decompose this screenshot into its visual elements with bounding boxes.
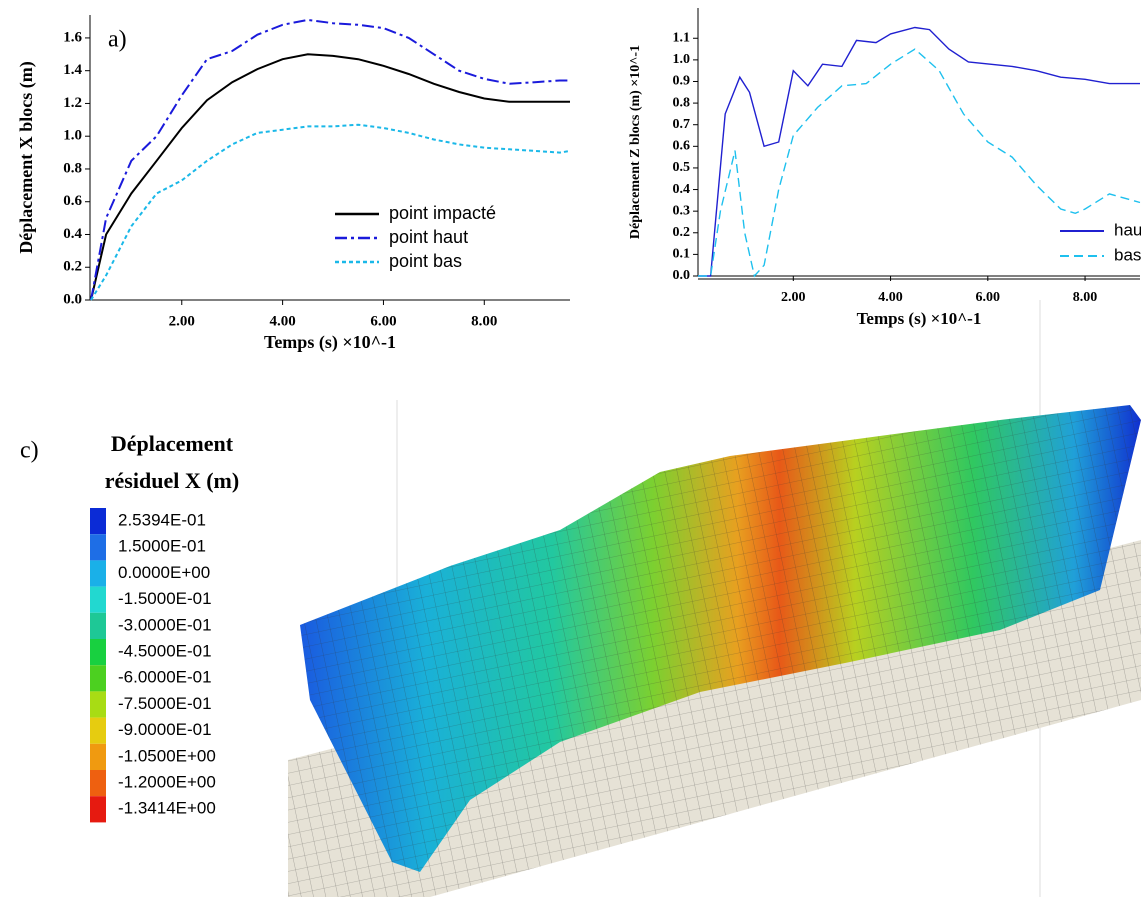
colorbar-swatch <box>90 796 106 823</box>
wall-mesh <box>300 405 1141 872</box>
series-line <box>90 18 570 301</box>
y-tick-label: 0.5 <box>673 160 691 175</box>
colorbar-label: -3.0000E-01 <box>118 615 212 634</box>
y-tick-label: 1.0 <box>673 52 691 67</box>
colorbar-title: Déplacement <box>111 431 234 456</box>
colorbar-label: -1.2000E+00 <box>118 772 216 791</box>
y-tick-label: 1.6 <box>63 29 82 45</box>
y-axis-title: Déplacement Z blocs (m) ×10^-1 <box>628 45 643 239</box>
x-tick-label: 4.00 <box>878 290 903 305</box>
panel-label: a) <box>108 27 127 53</box>
colorbar-swatch <box>90 743 106 770</box>
series-line <box>698 48 1141 278</box>
y-tick-label: 1.0 <box>63 128 82 144</box>
y-tick-label: 1.2 <box>63 95 82 111</box>
colorbar-label: 2.5394E-01 <box>118 510 206 529</box>
panel-label: c) <box>20 438 39 464</box>
colorbar-label: -9.0000E-01 <box>118 720 212 739</box>
y-tick-label: 0.8 <box>63 160 82 176</box>
y-tick-label: 0.1 <box>673 247 691 262</box>
legend-label: haut <box>1114 220 1141 239</box>
colorbar-label: -6.0000E-01 <box>118 668 212 687</box>
colorbar-swatch <box>90 508 106 535</box>
x-tick-label: 2.00 <box>781 290 806 305</box>
plots: 0.0 0.2 0.4 0.6 0.8 1.0 1.2 1.4 1.6 2.00 4.00 6.00 8… <box>16 8 1141 353</box>
colorbar-label: -1.0500E+00 <box>118 746 216 765</box>
colorbar-swatch <box>90 717 106 744</box>
colorbar-label: -7.5000E-01 <box>118 694 212 713</box>
x-tick-label: 8.00 <box>471 313 497 329</box>
y-tick-label: 0.2 <box>63 259 82 275</box>
y-tick-label: 0.7 <box>673 117 691 132</box>
y-tick-label: 0.8 <box>673 95 691 110</box>
colorbar-label: -4.5000E-01 <box>118 641 212 660</box>
y-tick-label: 1.1 <box>673 30 691 45</box>
x-tick-label: 6.00 <box>976 290 1001 305</box>
colorbar-label: -1.5000E-01 <box>118 589 212 608</box>
legend-label: point bas <box>389 251 462 271</box>
colorbar-label: -1.3414E+00 <box>118 799 216 818</box>
x-tick-label: 2.00 <box>169 313 195 329</box>
colorbar-swatch <box>90 639 106 666</box>
colorbar-swatch <box>90 770 106 797</box>
legend-label: point haut <box>389 227 468 247</box>
line-chart: 0.0 0.1 0.2 0.3 0.4 0.5 0.6 0.7 0.8 0.9 1.0 1.1 2.00… <box>628 8 1141 328</box>
y-tick-label: 1.4 <box>63 62 82 78</box>
colorbar-swatch <box>90 612 106 639</box>
legend-label: bas <box>1114 245 1141 264</box>
y-tick-label: 0.2 <box>673 225 691 240</box>
colorbar-label: 0.0000E+00 <box>118 563 210 582</box>
colorbar-swatch <box>90 586 106 613</box>
y-tick-label: 0.4 <box>63 226 82 242</box>
colorbar-title: résiduel X (m) <box>105 468 239 493</box>
y-tick-label: 0.9 <box>673 74 691 89</box>
y-tick-label: 0.3 <box>673 203 691 218</box>
colorbar-swatch <box>90 560 106 587</box>
series-line <box>90 123 571 301</box>
legend-label: point impacté <box>389 203 496 223</box>
colorbar-swatch <box>90 665 106 692</box>
x-tick-label: 8.00 <box>1073 290 1098 305</box>
colorbar-label: 1.5000E-01 <box>118 537 206 556</box>
series-line <box>90 53 570 301</box>
colorbar-swatch <box>90 691 106 718</box>
y-tick-label: 0.6 <box>63 193 82 209</box>
x-axis-title: Temps (s) ×10^-1 <box>264 332 396 353</box>
y-tick-label: 0.4 <box>673 182 691 197</box>
render-3d <box>288 300 1141 897</box>
y-tick-label: 0.0 <box>673 268 691 283</box>
line-chart: 0.0 0.2 0.4 0.6 0.8 1.0 1.2 1.4 1.6 2.00 4.00 6.00 8… <box>16 15 571 353</box>
series-line <box>698 26 1140 277</box>
y-tick-label: 0.6 <box>673 139 691 154</box>
y-axis-title: Déplacement X blocs (m) <box>16 61 37 253</box>
x-tick-label: 4.00 <box>269 313 295 329</box>
x-axis-title: Temps (s) ×10^-1 <box>857 309 982 328</box>
colorbar: c) Déplacement résiduel X (m) 2.5394E-01 1.5… <box>20 431 239 823</box>
x-tick-label: 6.00 <box>370 313 396 329</box>
y-tick-label: 0.0 <box>63 291 82 307</box>
colorbar-swatch <box>90 534 106 561</box>
